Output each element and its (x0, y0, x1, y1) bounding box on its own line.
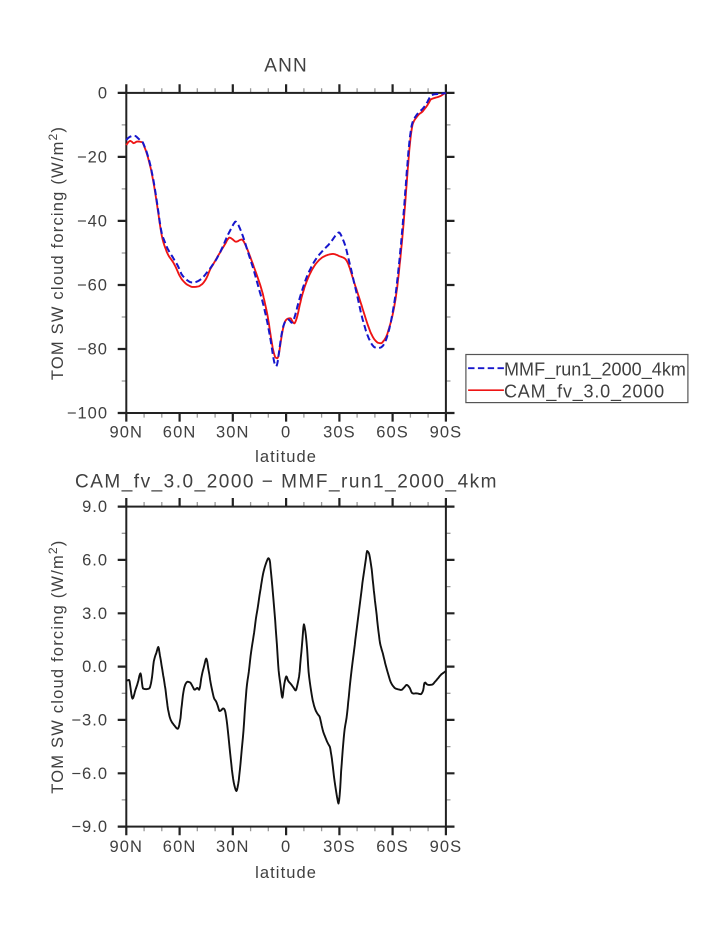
svg-text:latitude: latitude (255, 448, 317, 466)
svg-text:0: 0 (281, 424, 291, 442)
svg-text:9.0: 9.0 (82, 498, 108, 516)
svg-text:CAM_fv_3.0_2000 − MMF_run1_200: CAM_fv_3.0_2000 − MMF_run1_2000_4km (75, 471, 498, 492)
svg-text:90S: 90S (430, 424, 463, 442)
svg-text:−9.0: −9.0 (71, 818, 108, 836)
svg-text:60N: 60N (163, 838, 197, 856)
svg-text:−3.0: −3.0 (71, 712, 108, 730)
svg-text:−80: −80 (77, 341, 108, 359)
svg-text:90N: 90N (110, 424, 144, 442)
svg-text:60N: 60N (163, 424, 197, 442)
svg-text:−60: −60 (77, 277, 108, 295)
svg-text:90N: 90N (110, 838, 144, 856)
svg-text:ANN: ANN (264, 56, 308, 77)
svg-text:latitude: latitude (255, 864, 317, 882)
svg-text:3.0: 3.0 (82, 605, 108, 623)
svg-text:−20: −20 (77, 149, 108, 167)
svg-text:−100: −100 (67, 405, 108, 423)
svg-text:60S: 60S (376, 424, 409, 442)
svg-text:−40: −40 (77, 213, 108, 231)
svg-text:90S: 90S (430, 838, 463, 856)
svg-text:30N: 30N (216, 424, 250, 442)
svg-text:30N: 30N (216, 838, 250, 856)
svg-text:−6.0: −6.0 (71, 765, 108, 783)
svg-text:TOM SW cloud forcing (W/m2): TOM SW cloud forcing (W/m2) (46, 126, 67, 380)
svg-text:0: 0 (98, 85, 108, 103)
svg-text:0: 0 (281, 838, 291, 856)
svg-text:30S: 30S (323, 838, 356, 856)
svg-text:CAM_fv_3.0_2000: CAM_fv_3.0_2000 (504, 382, 665, 403)
svg-text:0.0: 0.0 (82, 658, 108, 676)
svg-text:30S: 30S (323, 424, 356, 442)
svg-text:6.0: 6.0 (82, 552, 108, 570)
svg-text:MMF_run1_2000_4km: MMF_run1_2000_4km (504, 360, 686, 381)
svg-text:60S: 60S (376, 838, 409, 856)
svg-text:TOM SW cloud forcing (W/m2): TOM SW cloud forcing (W/m2) (46, 539, 67, 793)
